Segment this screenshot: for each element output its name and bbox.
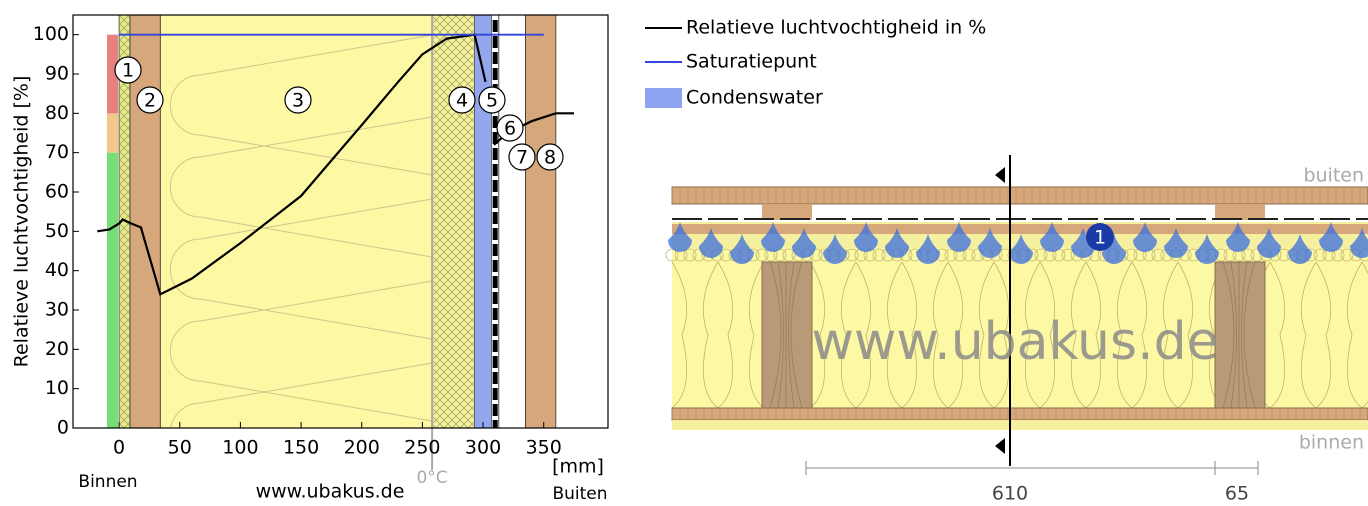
section-arrow [995,438,1005,454]
layer-label: 6 [504,118,516,140]
zero-c-label: 0°C [416,468,447,488]
layer-label: 1 [122,60,134,82]
y-tick-label: 80 [45,102,69,124]
legend-label: Condenswater [686,87,823,109]
x-unit: [mm] [552,456,604,478]
legend-label: Relatieve luchtvochtigheid in % [686,17,986,39]
board-bottom [672,408,1368,420]
y-tick-label: 20 [45,338,69,360]
x-tick-label: 50 [168,437,192,459]
y-tick-label: 50 [45,220,69,242]
x-tick-label: 300 [465,437,501,459]
layer-label: 3 [292,90,304,112]
y-axis-label: Relatieve luchtvochtigheid [%] [11,76,33,368]
left-side-label: Binnen [78,472,137,492]
dimension-label: 610 [992,483,1028,503]
legend-swatch [645,88,682,108]
inside-label: binnen [1299,432,1364,454]
y-tick-label: 40 [45,259,69,281]
layer [526,15,556,428]
x-tick-label: 250 [404,437,440,459]
section-arrow [995,167,1005,183]
y-tick-label: 10 [45,377,69,399]
watermark: www.ubakus.de [811,312,1218,372]
condensation-area [475,15,492,428]
marker-label: 1 [1094,227,1106,249]
batten [1215,204,1265,220]
y-tick-label: 60 [45,181,69,203]
layer-label: 4 [456,90,468,112]
layer-label: 5 [486,90,498,112]
x-tick-label: 150 [283,437,319,459]
y-tick-label: 0 [57,417,69,439]
stud [762,262,812,408]
layer-label: 8 [544,147,556,169]
y-tick-label: 100 [33,23,69,45]
y-tick-label: 70 [45,141,69,163]
x-tick-label: 200 [344,437,380,459]
x-tick-label: 100 [222,437,258,459]
layer-label: 2 [144,90,156,112]
y-tick-label: 90 [45,63,69,85]
dimension-label: 65 [1225,483,1249,503]
board-top [672,187,1368,204]
layer-label: 7 [516,147,528,169]
y-tick-label: 30 [45,299,69,321]
bottom-layer [672,420,1368,430]
legend-label: Saturatiepunt [686,51,817,73]
humidity-zone [107,113,118,152]
batten [762,204,812,220]
layer [499,15,526,428]
watermark: www.ubakus.de [256,481,405,503]
layer-hatch [432,15,474,428]
right-side-label: Buiten [552,484,607,502]
outside-label: buiten [1303,165,1364,187]
layer [160,15,432,428]
humidity-zone [107,153,118,428]
x-tick-label: 0 [113,437,125,459]
stud [1215,262,1265,408]
page: 0°C 0 10 20 30 40 50 60 70 80 90 100 0 50 100 150 200 250… [0,0,1368,502]
